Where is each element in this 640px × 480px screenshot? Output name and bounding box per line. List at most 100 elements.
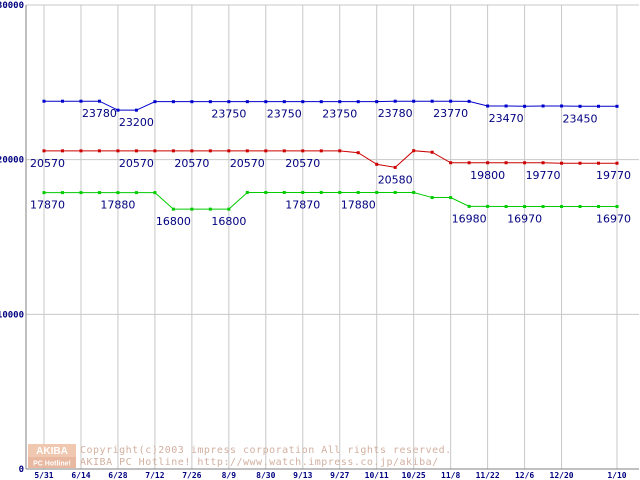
data-point [190, 100, 194, 104]
data-point [42, 191, 46, 195]
data-point [264, 100, 268, 104]
x-tick-label: 8/9 [222, 471, 237, 480]
data-point [171, 207, 175, 211]
data-point [523, 104, 527, 108]
data-point [523, 205, 527, 209]
data-point [338, 100, 342, 104]
svg-text:PC Hotline!: PC Hotline! [33, 461, 71, 468]
data-point [375, 162, 379, 166]
data-label: 20570 [30, 157, 65, 170]
data-point [615, 205, 619, 209]
data-label: 23780 [378, 107, 413, 120]
data-label: 17870 [30, 199, 65, 212]
akiba-logo: AKIBA PC Hotline! [28, 444, 76, 468]
data-label: 20570 [230, 157, 265, 170]
data-label: 20570 [174, 157, 209, 170]
data-point [153, 100, 157, 104]
data-label: 16970 [596, 213, 631, 226]
data-point [60, 191, 64, 195]
data-point [134, 108, 138, 112]
data-point [504, 205, 508, 209]
x-tick-label: 12/6 [515, 471, 534, 480]
data-point [393, 190, 397, 194]
data-point [282, 100, 286, 104]
data-point [116, 149, 120, 153]
data-point [171, 149, 175, 153]
x-tick-label: 5/31 [34, 471, 53, 480]
data-point [282, 149, 286, 153]
data-point [338, 149, 342, 153]
site-url-line: AKIBA PC Hotline! http://www.watch.impre… [80, 457, 439, 468]
data-point [134, 149, 138, 153]
data-point [412, 149, 416, 153]
data-point [449, 161, 453, 165]
data-point [486, 204, 490, 208]
data-label: 20580 [378, 173, 413, 186]
x-tick-label: 11/8 [441, 471, 460, 480]
data-point [393, 99, 397, 103]
x-tick-label: 8/30 [256, 471, 275, 480]
data-point [301, 149, 305, 153]
data-point [467, 99, 471, 103]
data-point [430, 99, 434, 103]
x-tick-label: 11/22 [476, 471, 500, 480]
data-point [597, 161, 601, 165]
data-point [486, 104, 490, 108]
data-point [356, 190, 360, 194]
data-label: 17880 [100, 199, 135, 212]
data-point [301, 100, 305, 104]
data-point [227, 207, 231, 211]
data-point [504, 161, 508, 165]
series-line-0 [44, 100, 617, 111]
x-tick-label: 10/11 [365, 471, 389, 480]
data-label: 23750 [322, 108, 357, 121]
data-point [615, 104, 619, 108]
data-point [208, 207, 212, 211]
data-label: 23470 [489, 112, 524, 125]
data-label: 19770 [526, 169, 561, 182]
data-point [523, 161, 527, 165]
y-tick-label: 10000 [0, 310, 24, 320]
data-point [97, 149, 101, 153]
x-tick-label: 10/25 [402, 471, 426, 480]
series-line-2 [44, 191, 617, 210]
data-point [356, 151, 360, 155]
y-tick-label: 20000 [0, 156, 24, 166]
data-point [319, 149, 323, 153]
data-label: 23770 [433, 107, 468, 120]
data-point [171, 100, 175, 104]
data-point [79, 149, 83, 153]
data-point [79, 99, 83, 103]
data-point [319, 100, 323, 104]
data-point [60, 149, 64, 153]
data-point [60, 99, 64, 103]
data-point [449, 99, 453, 103]
data-point [134, 191, 138, 195]
data-point [208, 149, 212, 153]
data-point [79, 191, 83, 195]
data-point [541, 205, 545, 209]
data-point [190, 207, 194, 211]
y-tick-label: 30000 [0, 1, 24, 11]
y-tick-label: 0 [19, 465, 24, 475]
data-point [190, 149, 194, 153]
data-point [245, 100, 249, 104]
data-point [412, 99, 416, 103]
data-point [153, 149, 157, 153]
data-point [245, 190, 249, 194]
data-point [227, 149, 231, 153]
data-label: 16970 [507, 213, 542, 226]
data-label: 19800 [470, 169, 505, 182]
data-point [430, 150, 434, 154]
data-point [467, 161, 471, 165]
data-label: 16800 [156, 215, 191, 228]
data-point [42, 149, 46, 153]
data-point [597, 104, 601, 108]
data-point [597, 205, 601, 209]
data-label: 17870 [285, 198, 320, 211]
x-tick-label: 9/13 [293, 471, 312, 480]
data-point [153, 191, 157, 195]
data-point [578, 161, 582, 165]
